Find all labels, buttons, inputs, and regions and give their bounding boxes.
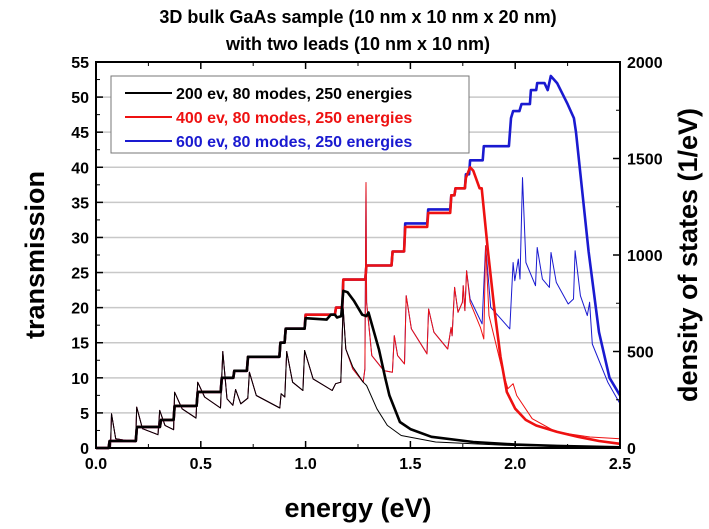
y-tick-label: 45 xyxy=(71,125,89,142)
y-tick-label: 20 xyxy=(71,301,89,318)
legend-label-600ev: 600 ev, 80 modes, 250 energies xyxy=(176,134,412,151)
y-tick-label: 0 xyxy=(80,441,89,458)
legend-label-400ev: 400 ev, 80 modes, 250 energies xyxy=(176,110,412,127)
x-tick-label: 2.5 xyxy=(609,456,631,473)
chart-title-line-2: with two leads (10 nm x 10 nm) xyxy=(225,34,490,54)
y-tick-label: 40 xyxy=(71,160,89,177)
x-tick-label: 0.0 xyxy=(85,456,107,473)
y2-tick-label: 500 xyxy=(627,345,654,362)
y-tick-label: 5 xyxy=(80,406,89,423)
legend: 200 ev, 80 modes, 250 energies 400 ev, 8… xyxy=(110,75,470,154)
y2-tick-label: 1500 xyxy=(627,152,663,169)
axis-ticks: 0 5 10 15 20 25 30 35 40 45 50 55 0 500 1000 1500 2000 0.… xyxy=(71,55,662,473)
x-tick-label: 0.5 xyxy=(190,456,212,473)
y2-axis-label: density of states (1/eV) xyxy=(673,108,703,402)
x-tick-label: 2.0 xyxy=(504,456,526,473)
chart-title-line-1: 3D bulk GaAs sample (10 nm x 10 nm x 20 … xyxy=(159,7,556,27)
y2-tick-label: 2000 xyxy=(627,55,663,72)
x-tick-label: 1.5 xyxy=(399,456,421,473)
x-tick-label: 1.0 xyxy=(294,456,316,473)
y-tick-label: 30 xyxy=(71,230,89,247)
y-tick-label: 25 xyxy=(71,266,89,283)
y-tick-label: 35 xyxy=(71,195,89,212)
transmission-line-200ev xyxy=(96,289,621,450)
y-tick-label: 15 xyxy=(71,336,89,353)
x-axis-label: energy (eV) xyxy=(284,493,431,523)
transmission-curves xyxy=(96,74,622,450)
legend-label-200ev: 200 ev, 80 modes, 250 energies xyxy=(176,86,412,103)
dos-line-200ev xyxy=(96,306,621,449)
y-tick-label: 50 xyxy=(71,90,89,107)
y2-tick-label: 1000 xyxy=(627,248,663,265)
y-axis-label: transmission xyxy=(20,171,50,339)
y-tick-label: 55 xyxy=(71,55,89,72)
y2-tick-label: 0 xyxy=(627,441,636,458)
y-tick-label: 10 xyxy=(71,371,89,388)
